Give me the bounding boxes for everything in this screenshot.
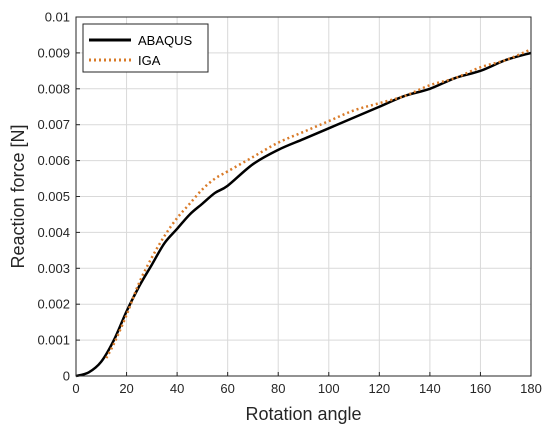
y-tick-label: 0.01 [45, 10, 70, 25]
legend: ABAQUS IGA [82, 23, 209, 73]
legend-box [82, 23, 209, 73]
y-tick-label: 0.008 [37, 81, 70, 96]
ticks [75, 16, 532, 377]
y-tick-label: 0.007 [37, 117, 70, 132]
y-tick-label: 0.002 [37, 297, 70, 312]
legend-label-abaqus: ABAQUS [138, 33, 193, 48]
grid [75, 16, 532, 377]
y-tick-label: 0.004 [37, 225, 70, 240]
series-group [75, 48, 532, 378]
legend-label-iga: IGA [138, 53, 161, 68]
y-tick-label: 0.006 [37, 153, 70, 168]
y-tick-label: 0.001 [37, 333, 70, 348]
x-axis-label: Rotation angle [245, 404, 361, 424]
x-tick-label: 20 [119, 381, 133, 396]
x-tick-label: 80 [271, 381, 285, 396]
x-tick-label: 0 [72, 381, 79, 396]
x-tick-label: 60 [220, 381, 234, 396]
x-tick-label: 120 [368, 381, 390, 396]
x-tick-label: 160 [470, 381, 492, 396]
series-line-iga [105, 48, 532, 359]
x-tick-label: 180 [520, 381, 542, 396]
x-tick-label: 100 [318, 381, 340, 396]
y-tick-label: 0.003 [37, 261, 70, 276]
y-tick-label: 0.005 [37, 189, 70, 204]
series-line-abaqus [75, 51, 532, 378]
tick-labels: 0 20 40 60 80 100 120 140 160 180 0 0.001 0.002 0.003… [37, 10, 541, 397]
y-tick-label: 0.009 [37, 45, 70, 60]
y-tick-label: 0 [63, 369, 70, 384]
y-axis-label: Reaction force [N] [8, 124, 28, 268]
x-tick-label: 140 [419, 381, 441, 396]
x-tick-label: 40 [170, 381, 184, 396]
